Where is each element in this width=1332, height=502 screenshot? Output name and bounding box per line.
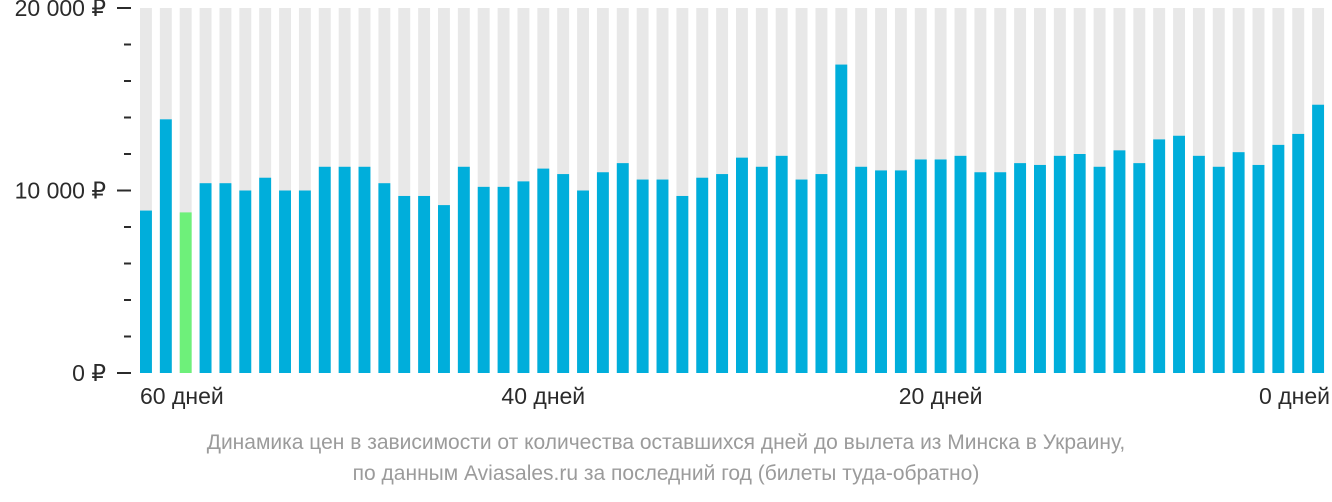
price-bar[interactable] [239,190,252,374]
price-bar[interactable] [1272,144,1285,374]
chart-caption-line-1: Динамика цен в зависимости от количества… [206,431,1126,454]
price-bar-highlighted[interactable] [179,212,192,373]
price-bar[interactable] [875,170,887,373]
price-bar[interactable] [1173,135,1185,373]
x-tick-label: 20 дней [899,383,983,409]
price-bar[interactable] [914,159,927,373]
price-bar[interactable] [1292,133,1305,373]
price-bar[interactable] [1212,166,1225,373]
x-axis: 60 дней 40 дней 20 дней 0 дней [140,383,1330,409]
background-column [140,8,152,373]
price-bar[interactable] [1153,139,1166,373]
price-bar[interactable] [199,183,212,373]
price-bar[interactable] [934,159,947,373]
price-bar[interactable] [497,186,510,373]
price-bar[interactable] [577,190,589,374]
price-bar[interactable] [557,174,570,373]
price-bar[interactable] [1113,150,1126,373]
price-bar[interactable] [656,179,669,373]
price-bar[interactable] [1034,164,1046,373]
y-tick-label: 0 ₽ [72,360,106,386]
background-column [179,8,192,373]
price-bar[interactable] [537,168,550,373]
price-bar[interactable] [298,190,311,374]
price-bar[interactable] [1232,152,1245,373]
price-bar[interactable] [418,195,431,373]
price-bar[interactable] [636,179,649,373]
background-columns [140,8,1325,373]
price-bar[interactable] [795,179,808,373]
price-bar[interactable] [1014,163,1027,373]
price-bar[interactable] [974,172,987,373]
price-bar[interactable] [835,64,848,373]
price-bar[interactable] [775,155,788,373]
price-bar[interactable] [1252,164,1265,373]
background-column [438,8,450,373]
price-bars [140,64,1325,374]
y-axis: 0 ₽ 10 000 ₽ 20 000 ₽ [15,0,131,386]
price-bar[interactable] [259,177,272,373]
price-bar[interactable] [477,186,490,373]
x-tick-label: 60 дней [140,383,224,409]
price-bar[interactable] [596,172,609,373]
y-tick-label: 20 000 ₽ [15,0,106,21]
price-bar[interactable] [1093,166,1106,373]
price-bar[interactable] [338,166,351,373]
chart-canvas: 0 ₽ 10 000 ₽ 20 000 ₽ 60 дней 40 дней 20 дне… [15,0,1330,409]
price-bar[interactable] [994,172,1007,373]
x-tick-label: 0 дней [1259,383,1330,409]
price-bar[interactable] [1053,155,1066,373]
y-tick-label: 10 000 ₽ [15,178,106,204]
price-bar[interactable] [855,166,868,373]
price-bar[interactable] [616,163,629,373]
price-bar[interactable] [1312,104,1325,373]
price-bar[interactable] [457,166,470,373]
price-bar[interactable] [318,166,331,373]
background-column [676,8,689,373]
price-bar[interactable] [279,190,291,374]
price-bar[interactable] [755,166,768,373]
price-bar[interactable] [1133,163,1146,373]
price-bar[interactable] [676,195,689,373]
price-bar[interactable] [378,183,391,373]
price-bar[interactable] [358,166,371,373]
x-tick-label: 40 дней [501,383,585,409]
price-bar[interactable] [894,170,907,373]
price-bar[interactable] [696,177,709,373]
price-bar[interactable] [159,119,172,373]
price-bar[interactable] [438,205,450,373]
price-bar[interactable] [815,174,828,373]
price-bar[interactable] [517,181,530,374]
price-bar[interactable] [716,174,729,373]
background-column [398,8,411,373]
background-column [418,8,431,373]
price-bar[interactable] [736,157,748,373]
price-bar[interactable] [1192,155,1205,373]
price-bar[interactable] [140,210,152,373]
price-bar[interactable] [398,195,411,373]
chart-caption-line-2: по данным Aviasales.ru за последний год … [352,462,980,485]
price-bar[interactable] [954,155,967,373]
price-bar[interactable] [219,183,232,373]
price-bar[interactable] [1073,154,1086,373]
